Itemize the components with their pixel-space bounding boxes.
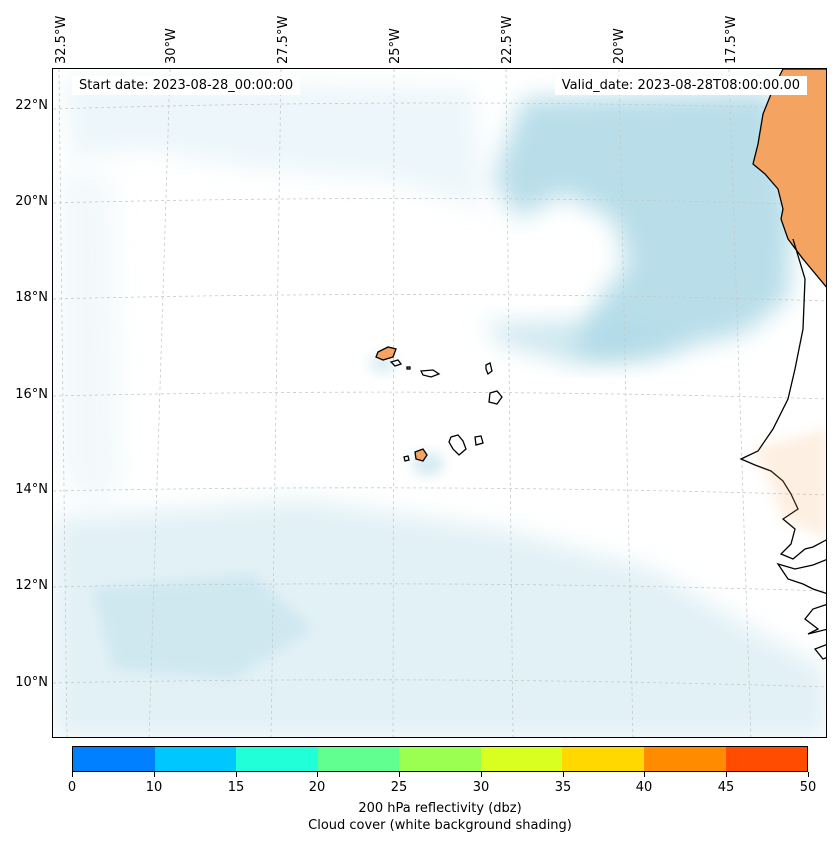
colorbar-tick-mark — [726, 772, 727, 777]
parallel-20n — [53, 198, 826, 206]
land-areas — [375, 69, 826, 660]
colorbar-label-reflectivity: 200 hPa reflectivity (dbz) — [358, 801, 522, 816]
lat-label-3: 16°N — [15, 387, 48, 402]
africa-coastline-southwest — [776, 559, 826, 660]
parallel-12n — [53, 583, 826, 592]
colorbar-segment-0 — [73, 747, 155, 771]
island-fogo — [414, 448, 428, 462]
lon-label-2: 27.5°W — [276, 15, 291, 64]
colorbar-segment-4 — [399, 747, 481, 771]
colorbar-segment-2 — [236, 747, 318, 771]
colorbar-tick-label: 40 — [635, 780, 653, 795]
colorbar-segment-8 — [725, 747, 808, 771]
colorbar-tick-mark — [644, 772, 645, 777]
colorbar-tick-mark — [236, 772, 237, 777]
parallel-10n — [53, 679, 826, 688]
lon-label-1: 30°W — [164, 28, 179, 64]
cloud-region-west — [58, 169, 123, 509]
cloud-cover-shading — [53, 79, 826, 737]
lat-label-1: 20°N — [15, 194, 48, 209]
colorbar-tick-mark — [481, 772, 482, 777]
africa-coastline-north — [752, 69, 826, 288]
colorbar-tick-label: 45 — [717, 780, 735, 795]
colorbar-tick-label: 10 — [145, 780, 163, 795]
colorbar-segment-3 — [317, 747, 400, 771]
colorbar-tick-label: 15 — [227, 780, 245, 795]
colorbar-tick-mark — [563, 772, 564, 777]
graticule — [53, 69, 826, 737]
meridian-17-5w — [728, 69, 752, 737]
map-canvas — [53, 69, 826, 737]
cloud-patch-santo-antao — [369, 354, 397, 374]
colorbar-segment-5 — [480, 747, 563, 771]
lon-label-6: 17.5°W — [724, 15, 739, 64]
island-maio — [474, 435, 484, 446]
colorbar-tick-label: 25 — [390, 780, 408, 795]
valid-date-label: Valid_date: 2023-08-28T08:00:00.00 — [554, 76, 807, 95]
reflectivity-colorbar — [72, 746, 808, 772]
colorbar-label-cloud-cover: Cloud cover (white background shading) — [308, 818, 572, 833]
colorbar-segment-1 — [154, 747, 237, 771]
cloud-band-east — [483, 319, 693, 364]
colorbar-tick-mark — [154, 772, 155, 777]
island-santiago — [448, 434, 467, 456]
colorbar-tick-label: 20 — [308, 780, 326, 795]
map-panel — [52, 68, 827, 738]
meridian-22-5w — [505, 69, 514, 737]
island-brava — [403, 455, 410, 462]
island-santo-antao — [375, 346, 397, 361]
parallel-18n — [53, 294, 826, 302]
meridian-25w — [392, 69, 395, 737]
lat-label-2: 18°N — [15, 290, 48, 305]
cloud-patch-southwest — [93, 574, 313, 679]
colorbar-tick-mark — [317, 772, 318, 777]
lat-label-4: 14°N — [15, 482, 48, 497]
colorbar-tick-mark — [399, 772, 400, 777]
lat-label-0: 22°N — [15, 98, 48, 113]
colorbar-segment-6 — [562, 747, 644, 771]
lon-label-0: 32.5°W — [54, 15, 69, 64]
colorbar-tick-label: 50 — [799, 780, 817, 795]
parallel-16n — [53, 391, 826, 400]
colorbar-tick-label: 30 — [472, 780, 490, 795]
meridian-30w — [148, 69, 171, 737]
colorbar-tick-label: 35 — [554, 780, 572, 795]
lat-label-6: 10°N — [15, 675, 48, 690]
meridian-32-5w — [58, 69, 68, 737]
lon-label-5: 20°W — [612, 28, 627, 64]
colorbar-tick-label: 0 — [67, 780, 77, 795]
parallel-22n — [53, 102, 826, 110]
colorbar-tick-mark — [808, 772, 809, 777]
colorbar-segment-7 — [643, 747, 726, 771]
lon-label-4: 22.5°W — [500, 15, 515, 64]
land-shading-senegal — [753, 429, 826, 539]
meridian-20w — [618, 69, 634, 737]
cloud-region-northwest — [63, 79, 483, 209]
island-sal — [485, 362, 493, 376]
lat-label-5: 12°N — [15, 578, 48, 593]
start-date-label: Start date: 2023-08-28_00:00:00 — [72, 76, 301, 95]
cloud-region-northeast — [493, 91, 793, 359]
cloud-region-south — [53, 499, 826, 737]
parallel-14n — [53, 487, 826, 496]
island-boa-vista — [488, 390, 503, 405]
colorbar-tick-mark — [72, 772, 73, 777]
island-raso — [406, 366, 411, 370]
island-sao-vicente — [389, 359, 403, 367]
lon-label-3: 25°W — [388, 28, 403, 64]
island-sao-nicolau — [419, 369, 441, 378]
meridian-27-5w — [270, 69, 282, 737]
